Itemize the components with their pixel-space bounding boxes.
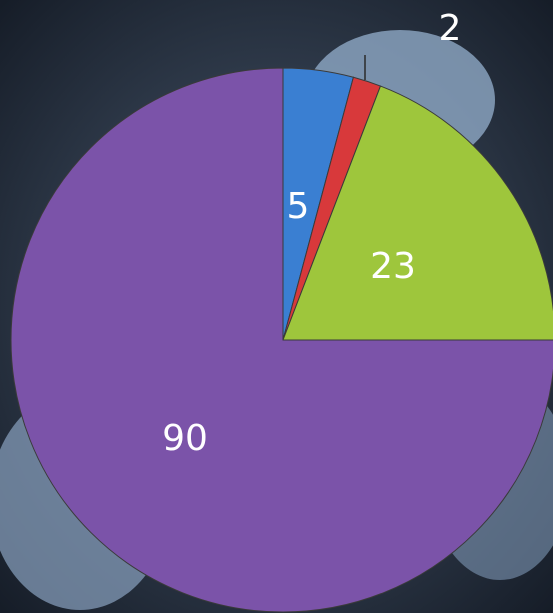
data-label: 23 [370,246,416,287]
data-label: 5 [287,186,310,227]
data-label: 90 [162,418,208,459]
pie [10,67,553,613]
data-label: 2 [439,8,462,49]
pie-slice [10,67,553,613]
pie-slice [282,85,553,341]
